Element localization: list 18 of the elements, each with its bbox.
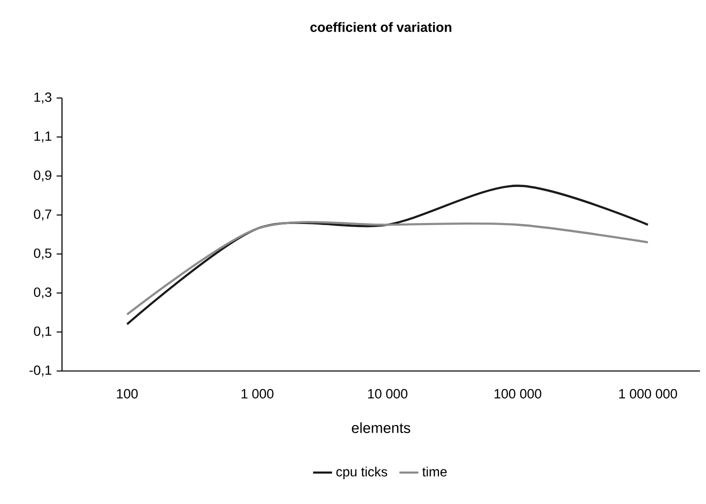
- y-tick-label: 0,5: [34, 248, 52, 260]
- chart-title: coefficient of variation: [310, 22, 452, 32]
- y-tick-label: 0,9: [34, 170, 52, 182]
- x-tick-label: 100: [117, 389, 138, 398]
- x-tick-label: 100 000: [494, 389, 542, 398]
- x-tick-label: 1 000 000: [619, 389, 678, 398]
- legend-label: cpu ticks: [336, 466, 388, 480]
- y-tick-label: 0,3: [34, 287, 52, 299]
- x-tick-label: 10 000: [368, 389, 408, 398]
- x-axis-title: elements: [352, 422, 410, 434]
- y-tick-label: 1,3: [34, 92, 52, 104]
- legend-label: time: [422, 466, 447, 476]
- x-tick-label: 1 000: [242, 389, 274, 398]
- line-series: [126, 184, 649, 326]
- y-tick-label: 0,7: [34, 209, 52, 221]
- y-tick-label: 1,1: [34, 132, 52, 142]
- y-tick-label: -0,1: [30, 365, 52, 377]
- y-tick-label: 0,1: [34, 326, 52, 338]
